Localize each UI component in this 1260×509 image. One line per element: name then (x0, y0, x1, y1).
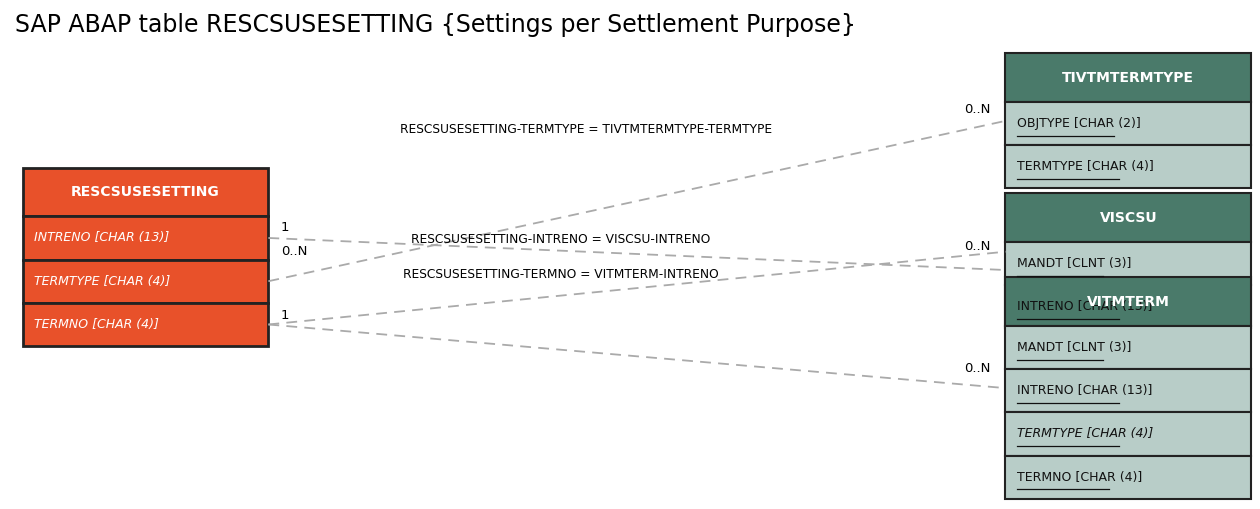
FancyBboxPatch shape (1005, 412, 1251, 456)
Text: MANDT [CLNT (3)]: MANDT [CLNT (3)] (1017, 341, 1131, 354)
FancyBboxPatch shape (23, 260, 268, 303)
Text: 1: 1 (281, 221, 290, 234)
Text: RESCSUSESETTING-TERMNO = VITMTERM-INTRENO: RESCSUSESETTING-TERMNO = VITMTERM-INTREN… (403, 268, 718, 281)
Text: VITMTERM: VITMTERM (1087, 295, 1169, 308)
FancyBboxPatch shape (23, 303, 268, 346)
Text: 0..N: 0..N (964, 103, 990, 116)
FancyBboxPatch shape (1005, 145, 1251, 188)
Text: MANDT [CLNT (3)]: MANDT [CLNT (3)] (1017, 257, 1131, 270)
Text: TERMNO [CHAR (4)]: TERMNO [CHAR (4)] (34, 318, 159, 331)
Text: SAP ABAP table RESCSUSESETTING {Settings per Settlement Purpose}: SAP ABAP table RESCSUSESETTING {Settings… (15, 13, 856, 37)
Text: INTRENO [CHAR (13)]: INTRENO [CHAR (13)] (1017, 300, 1152, 313)
Text: TIVTMTERMTYPE: TIVTMTERMTYPE (1062, 71, 1194, 84)
Text: INTRENO [CHAR (13)]: INTRENO [CHAR (13)] (1017, 384, 1152, 397)
FancyBboxPatch shape (1005, 102, 1251, 145)
Text: TERMTYPE [CHAR (4)]: TERMTYPE [CHAR (4)] (34, 275, 170, 288)
Text: RESCSUSESETTING-INTRENO = VISCSU-INTRENO: RESCSUSESETTING-INTRENO = VISCSU-INTRENO (411, 233, 711, 246)
Text: 1: 1 (281, 309, 290, 322)
Text: TERMTYPE [CHAR (4)]: TERMTYPE [CHAR (4)] (1017, 428, 1153, 440)
Text: RESCSUSESETTING-TERMTYPE = TIVTMTERMTYPE-TERMTYPE: RESCSUSESETTING-TERMTYPE = TIVTMTERMTYPE… (399, 123, 772, 136)
Text: TERMNO [CHAR (4)]: TERMNO [CHAR (4)] (1017, 471, 1142, 484)
Text: 0..N: 0..N (281, 245, 307, 259)
FancyBboxPatch shape (1005, 53, 1251, 102)
FancyBboxPatch shape (1005, 369, 1251, 412)
FancyBboxPatch shape (1005, 326, 1251, 369)
FancyBboxPatch shape (1005, 456, 1251, 499)
Text: TERMTYPE [CHAR (4)]: TERMTYPE [CHAR (4)] (1017, 160, 1154, 173)
FancyBboxPatch shape (1005, 277, 1251, 326)
Text: 0..N: 0..N (964, 240, 990, 253)
FancyBboxPatch shape (1005, 285, 1251, 328)
Text: VISCSU: VISCSU (1100, 211, 1157, 224)
FancyBboxPatch shape (1005, 242, 1251, 285)
FancyBboxPatch shape (1005, 193, 1251, 242)
FancyBboxPatch shape (23, 168, 268, 216)
Text: 0..N: 0..N (964, 362, 990, 376)
Text: RESCSUSESETTING: RESCSUSESETTING (71, 185, 220, 199)
Text: INTRENO [CHAR (13)]: INTRENO [CHAR (13)] (34, 232, 169, 244)
FancyBboxPatch shape (23, 216, 268, 260)
Text: OBJTYPE [CHAR (2)]: OBJTYPE [CHAR (2)] (1017, 117, 1140, 130)
